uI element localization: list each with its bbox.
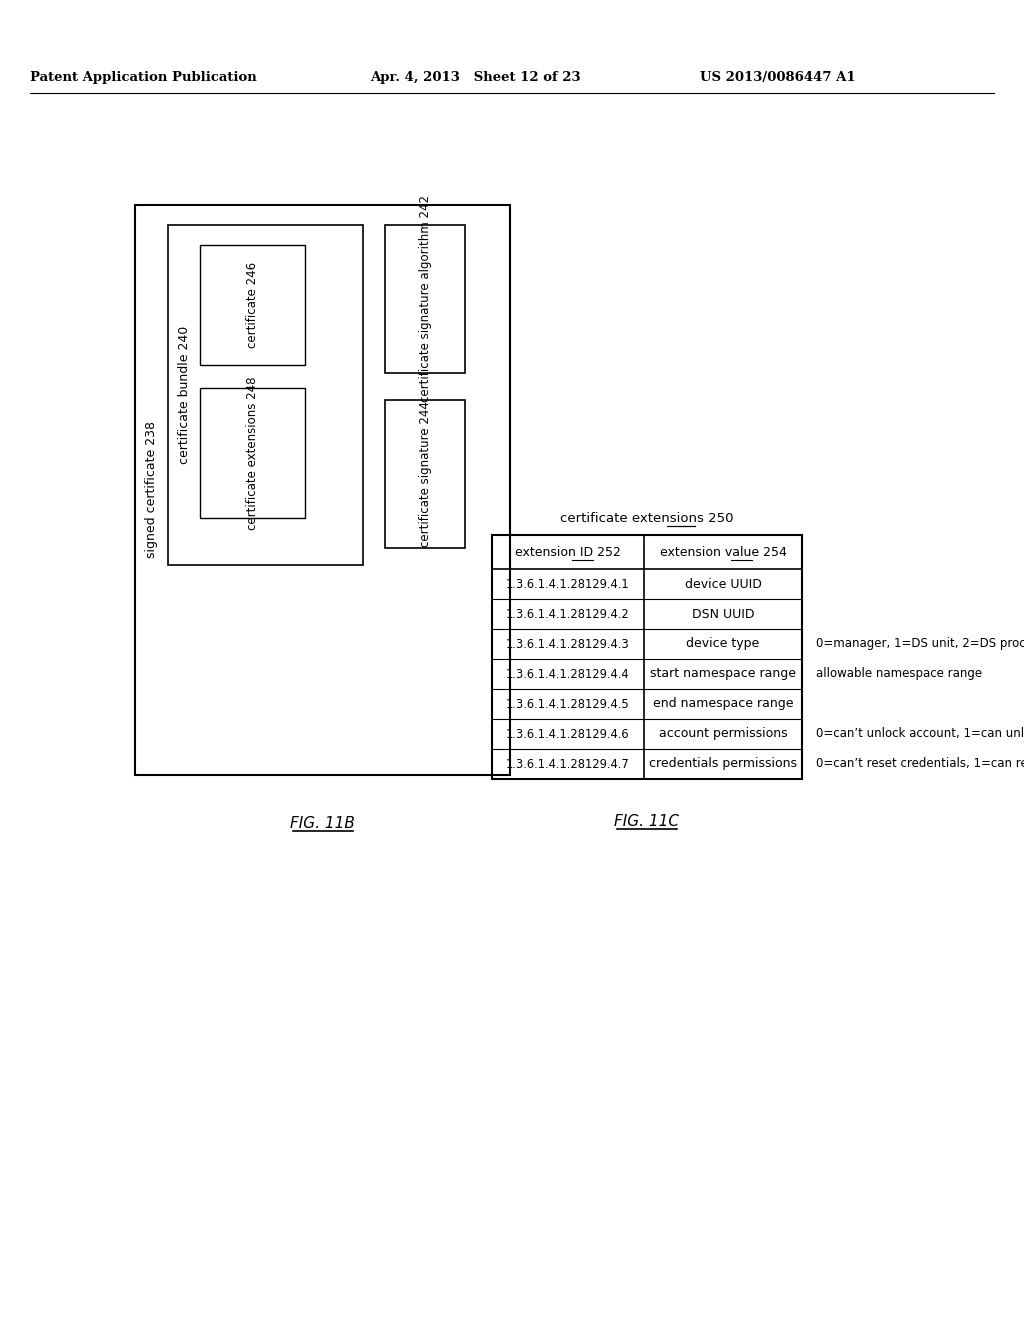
- Text: certificate 246: certificate 246: [246, 261, 259, 348]
- Text: 1.3.6.1.4.1.28129.4.3: 1.3.6.1.4.1.28129.4.3: [506, 638, 630, 651]
- Text: Patent Application Publication: Patent Application Publication: [30, 71, 257, 84]
- Text: FIG. 11C: FIG. 11C: [614, 813, 680, 829]
- Text: 1.3.6.1.4.1.28129.4.2: 1.3.6.1.4.1.28129.4.2: [506, 607, 630, 620]
- Text: DSN UUID: DSN UUID: [692, 607, 755, 620]
- Text: credentials permissions: credentials permissions: [649, 758, 797, 771]
- Text: certificate extensions 248: certificate extensions 248: [246, 376, 259, 529]
- Bar: [385, 224, 465, 374]
- Text: 1.3.6.1.4.1.28129.4.5: 1.3.6.1.4.1.28129.4.5: [506, 697, 630, 710]
- Text: certificate signature 244: certificate signature 244: [419, 401, 431, 546]
- Text: 1.3.6.1.4.1.28129.4.1: 1.3.6.1.4.1.28129.4.1: [506, 578, 630, 590]
- Text: certificate bundle 240: certificate bundle 240: [177, 326, 190, 465]
- Text: 1.3.6.1.4.1.28129.4.4: 1.3.6.1.4.1.28129.4.4: [506, 668, 630, 681]
- Text: FIG. 11B: FIG. 11B: [290, 816, 355, 830]
- Text: extension ID 252: extension ID 252: [515, 545, 621, 558]
- Text: Apr. 4, 2013   Sheet 12 of 23: Apr. 4, 2013 Sheet 12 of 23: [370, 71, 581, 84]
- Bar: [135, 205, 510, 775]
- Text: US 2013/0086447 A1: US 2013/0086447 A1: [700, 71, 856, 84]
- Text: 1.3.6.1.4.1.28129.4.7: 1.3.6.1.4.1.28129.4.7: [506, 758, 630, 771]
- Text: account permissions: account permissions: [658, 727, 787, 741]
- Text: signed certificate 238: signed certificate 238: [144, 421, 158, 558]
- Text: device type: device type: [686, 638, 760, 651]
- Bar: [385, 400, 465, 548]
- Bar: [200, 246, 305, 366]
- Text: extension value 254: extension value 254: [659, 545, 786, 558]
- Text: end namespace range: end namespace range: [652, 697, 794, 710]
- Bar: [168, 224, 362, 565]
- Text: 0=can’t unlock account, 1=can unlock account: 0=can’t unlock account, 1=can unlock acc…: [816, 727, 1024, 741]
- Text: 1.3.6.1.4.1.28129.4.6: 1.3.6.1.4.1.28129.4.6: [506, 727, 630, 741]
- Text: 0=manager, 1=DS unit, 2=DS processing unit, 3=gateway: 0=manager, 1=DS unit, 2=DS processing un…: [816, 638, 1024, 651]
- Text: allowable namespace range: allowable namespace range: [816, 668, 982, 681]
- Text: start namespace range: start namespace range: [650, 668, 796, 681]
- Bar: [200, 388, 305, 517]
- Bar: [492, 535, 802, 779]
- Text: 0=can’t reset credentials, 1=can reset credentials: 0=can’t reset credentials, 1=can reset c…: [816, 758, 1024, 771]
- Text: certificate extensions 250: certificate extensions 250: [560, 512, 734, 525]
- Text: device UUID: device UUID: [685, 578, 762, 590]
- Text: certificate signature algorithm 242: certificate signature algorithm 242: [419, 195, 431, 403]
